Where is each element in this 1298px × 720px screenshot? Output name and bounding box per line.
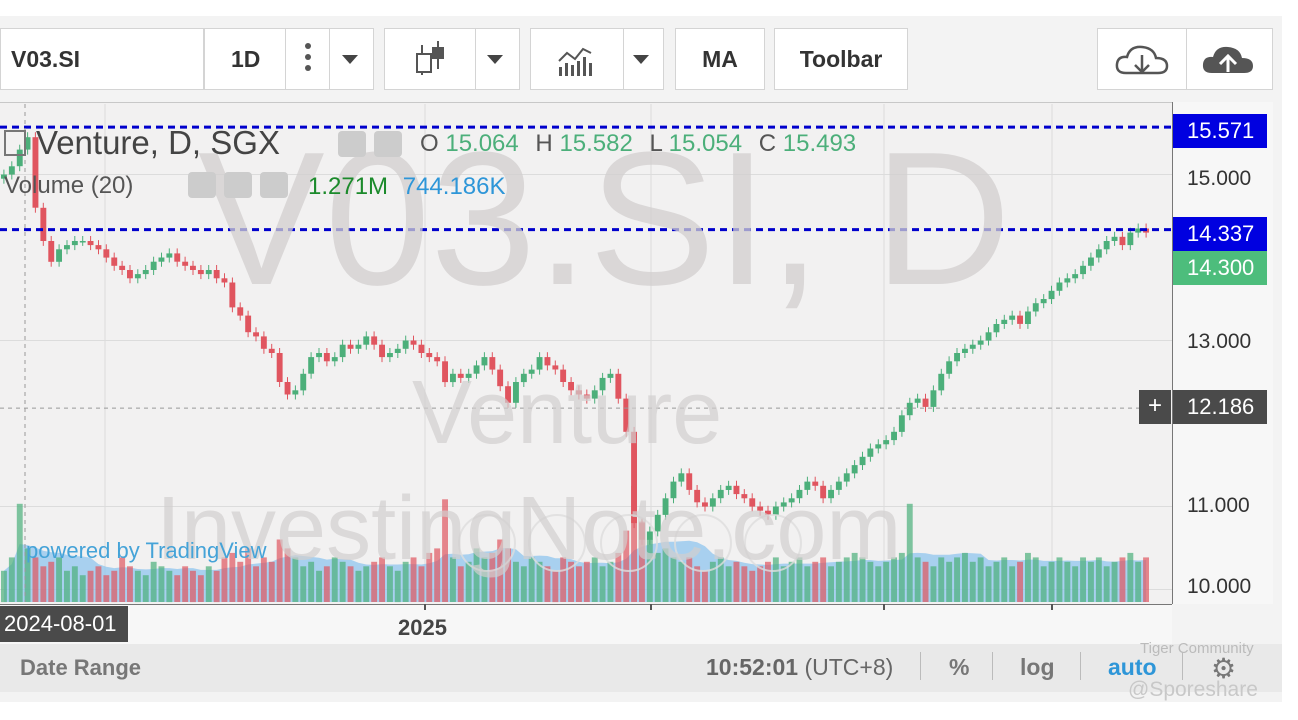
volume-settings-icon[interactable] — [224, 172, 252, 198]
crosshair-date-tag: 2024-08-01 — [0, 606, 128, 642]
volume-title: Volume (20) — [4, 172, 134, 199]
cloud-group — [1097, 28, 1273, 90]
credit-handle: @Sporeshare — [1128, 678, 1258, 701]
indicators-caret-icon[interactable] — [633, 55, 649, 64]
h-value: 15.582 — [559, 130, 633, 157]
ma-label: MA — [702, 45, 738, 72]
ytick-label: 10.000 — [1187, 575, 1252, 598]
toolbar-label: Toolbar — [799, 45, 883, 72]
percent-toggle[interactable]: % — [949, 654, 970, 680]
ohlc-readout: O 15.064 H 15.582 L 15.054 C 15.493 — [420, 130, 856, 158]
symbol-label: V03.SI — [11, 45, 81, 72]
indicators-icon[interactable] — [557, 43, 595, 77]
interval-button[interactable]: 1D — [231, 45, 261, 72]
indicators-group — [530, 28, 664, 90]
ytick-label: 13.000 — [1187, 330, 1252, 353]
top-line-tag: 15.571 — [1173, 114, 1267, 148]
volume-value: 1.271M — [308, 173, 389, 200]
interval-caret-icon[interactable] — [342, 55, 358, 64]
settings-gear-icon[interactable]: ⚙ — [1211, 653, 1237, 684]
timezone-label: (UTC+8) — [804, 654, 894, 680]
interval-group: 1D — [204, 28, 374, 90]
watermark-site: InvestingNote.com — [156, 479, 902, 579]
mid-line-tag: 14.337 — [1173, 217, 1267, 251]
candles-icon[interactable] — [415, 41, 445, 79]
legend-collapse-icon[interactable] — [4, 130, 26, 156]
volume-ma-value: 744.186K — [402, 173, 506, 200]
ytick-label: 11.000 — [1187, 494, 1250, 517]
crosshair-price-tag: 12.186 — [1173, 390, 1267, 424]
bottom-bar — [0, 644, 1282, 692]
xtick-label: 2025 — [398, 615, 447, 640]
watermark-name: Venture — [412, 363, 723, 463]
legend-eye-icon[interactable] — [338, 131, 366, 157]
volume-close-icon[interactable] — [260, 172, 288, 198]
volume-values: 1.271M 744.186K — [308, 173, 506, 201]
c-label: C — [758, 130, 777, 157]
h-label: H — [535, 130, 553, 157]
legend-title: Venture, D, SGX — [36, 124, 280, 161]
toolbar-button[interactable]: Toolbar — [774, 28, 908, 90]
c-value: 15.493 — [782, 130, 857, 157]
l-value: 15.054 — [668, 130, 743, 157]
powered-by-tradingview[interactable]: powered by TradingView — [26, 538, 267, 563]
log-toggle[interactable]: log — [1020, 654, 1055, 680]
chart-type-caret-icon[interactable] — [487, 55, 503, 64]
o-label: O — [420, 130, 439, 157]
price-axis[interactable] — [1172, 102, 1273, 604]
auto-toggle[interactable]: auto — [1108, 654, 1157, 680]
watermark-symbol: V03.SI, D — [198, 113, 1012, 325]
clock-value: 10:52:01 — [706, 654, 799, 680]
last-price-tag: 14.300 — [1173, 251, 1267, 285]
date-range-button[interactable]: Date Range — [20, 655, 142, 680]
clock-time: 10:52:01 (UTC+8) — [706, 654, 893, 681]
credit-community: Tiger Community — [1140, 640, 1254, 657]
legend-row: Venture, D, SGX — [4, 124, 280, 164]
ma-button[interactable]: MA — [675, 28, 765, 90]
ytick-label: 15.000 — [1187, 167, 1252, 190]
time-axis[interactable] — [0, 604, 1172, 645]
l-label: L — [649, 130, 662, 157]
legend-settings-icon[interactable] — [374, 131, 402, 157]
volume-eye-icon[interactable] — [188, 172, 216, 198]
more-dots-icon[interactable] — [305, 43, 311, 71]
symbol-box[interactable]: V03.SI — [0, 28, 204, 90]
volume-legend: Volume (20) — [4, 172, 133, 200]
chart-type-group — [384, 28, 520, 90]
o-value: 15.064 — [445, 130, 519, 157]
crosshair-plus-button[interactable]: + — [1139, 390, 1171, 424]
